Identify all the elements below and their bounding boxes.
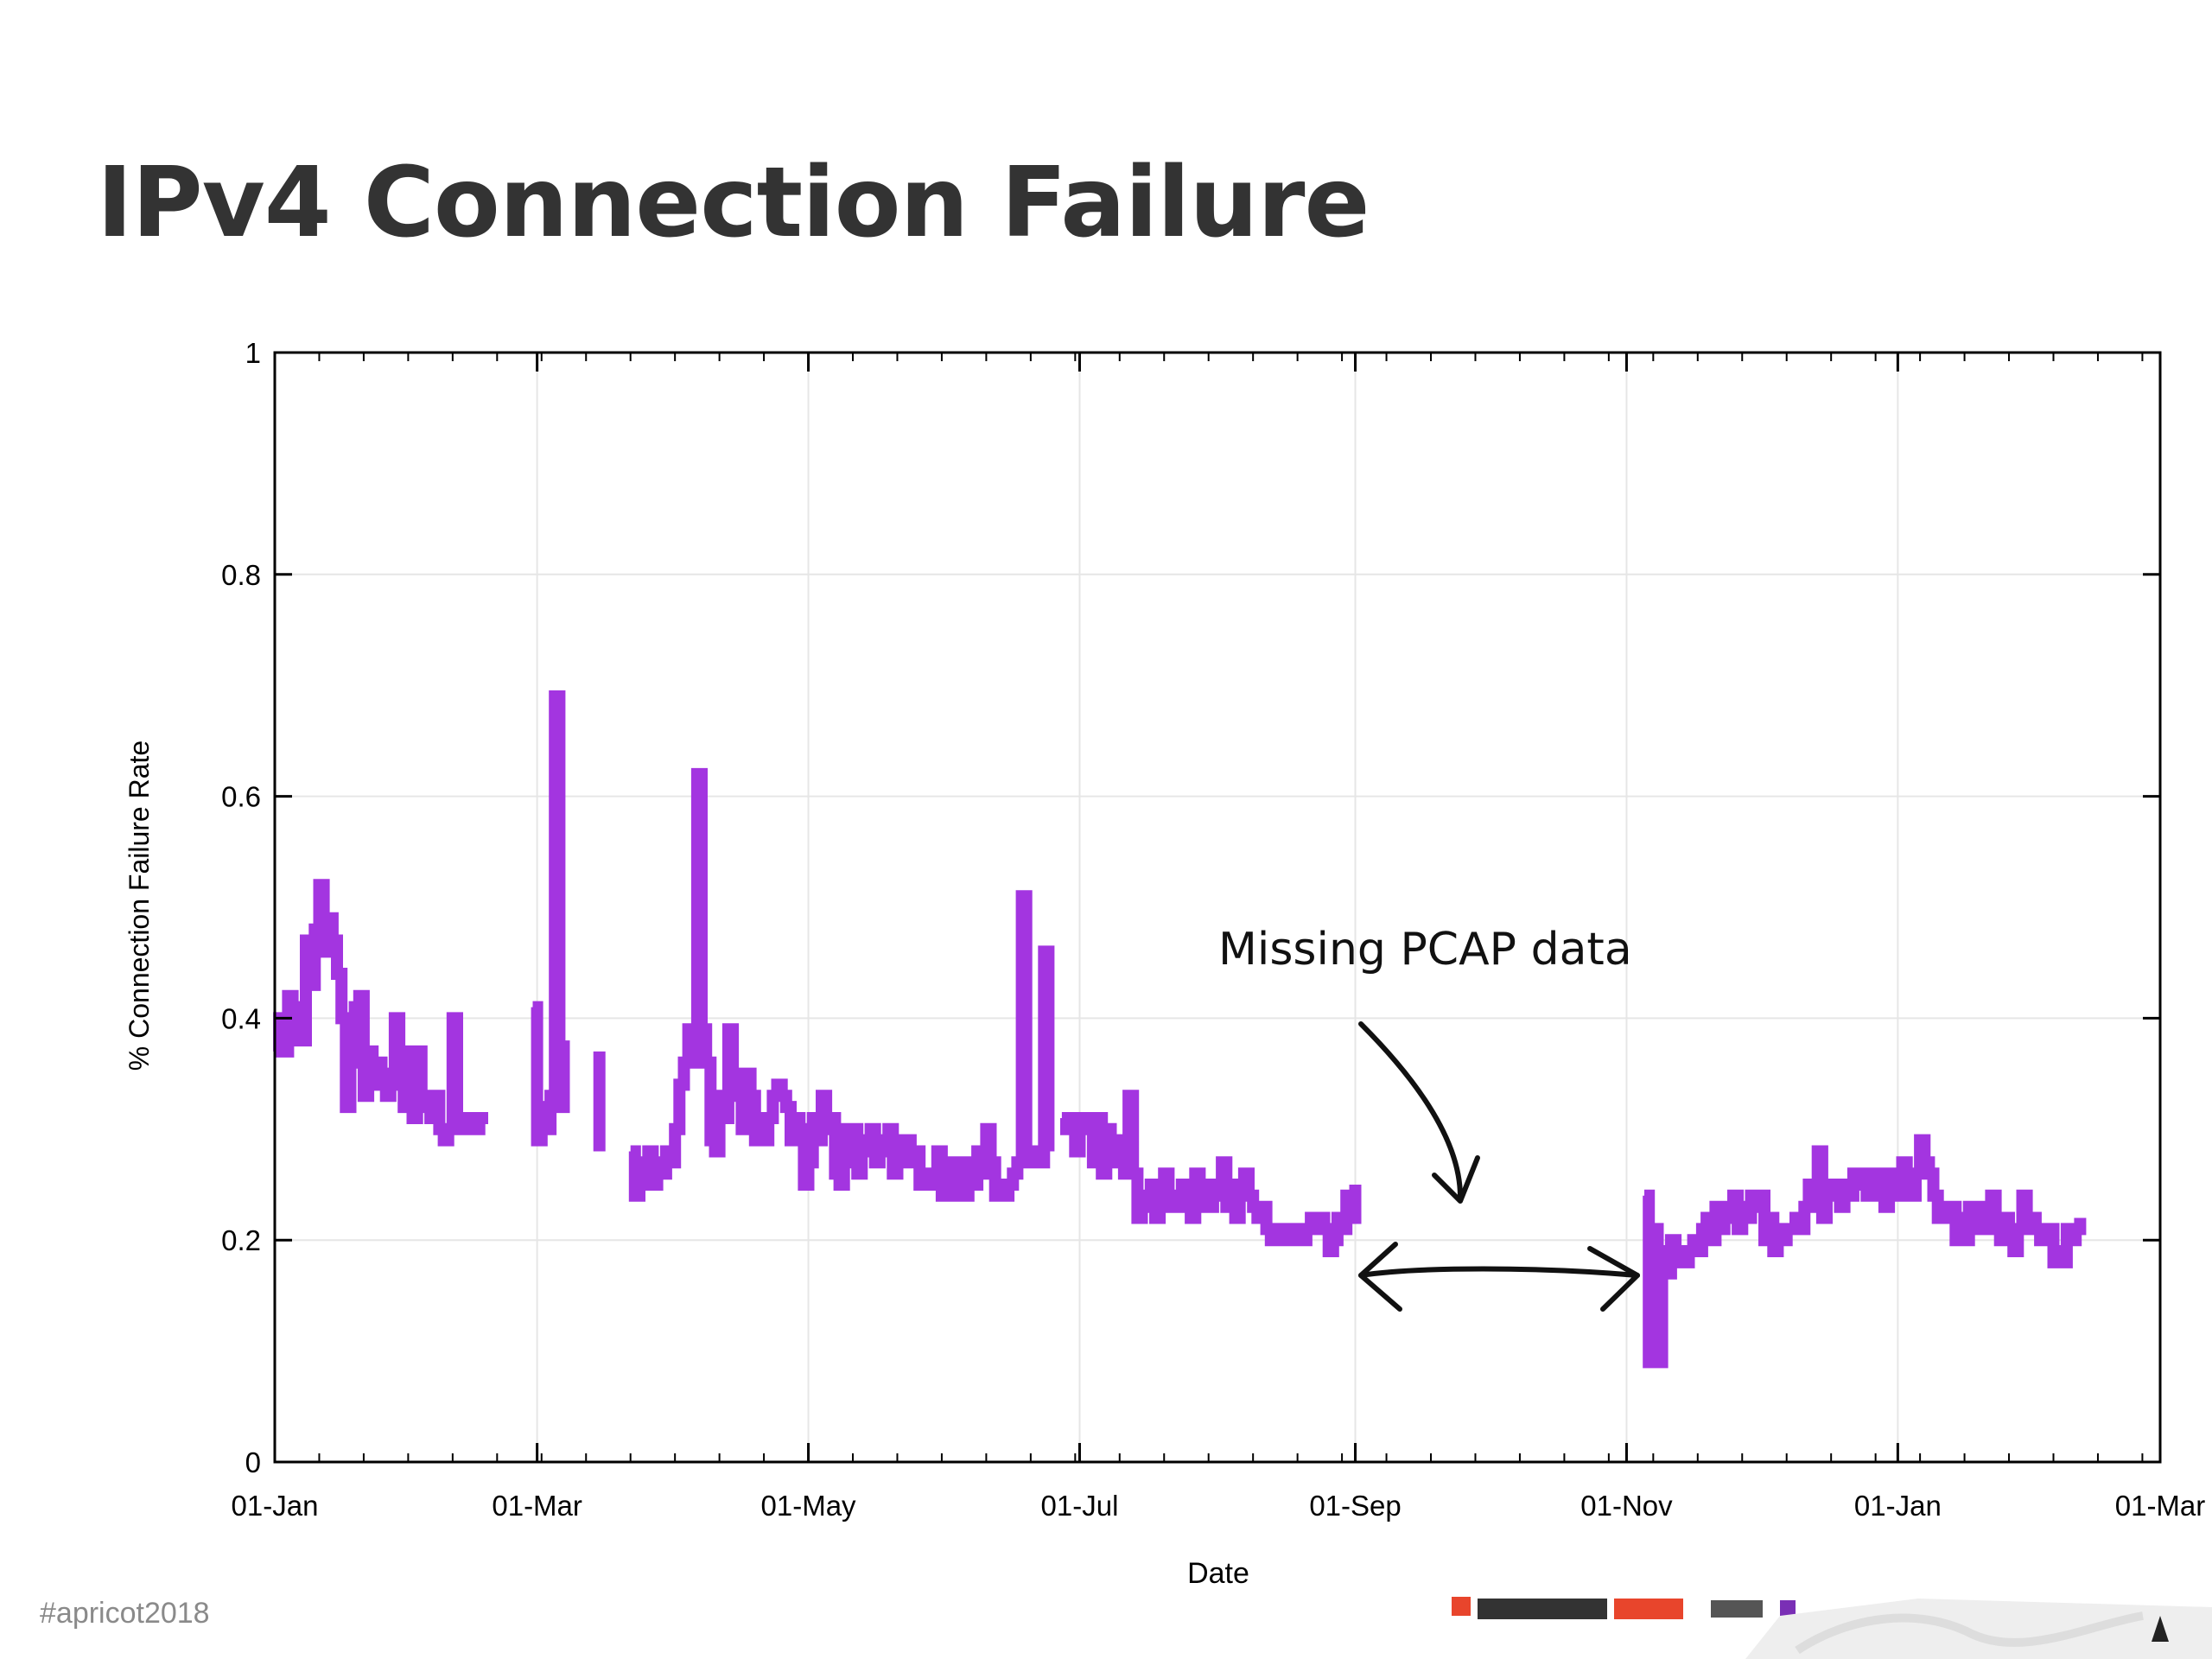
failure-rate-line — [531, 690, 570, 1147]
x-tick-label: 01-May — [761, 1490, 857, 1522]
y-tick-label: 1 — [245, 337, 261, 369]
failure-rate-line — [1060, 1090, 1362, 1257]
x-tick-label: 01-Jan — [1854, 1490, 1942, 1522]
y-axis-label: % Connection Failure Rate — [124, 741, 155, 1071]
y-tick-label: 0.8 — [221, 559, 261, 591]
x-axis-label: Date — [1187, 1557, 1249, 1590]
slide-title: IPv4 Connection Failure — [97, 147, 1370, 259]
annotation-double-arrow-left-head — [1358, 1242, 1402, 1312]
grid-lines — [274, 352, 2161, 1463]
x-tick-label: 01-Sep — [1309, 1490, 1401, 1522]
annotation-arrow-down-head — [1432, 1155, 1480, 1204]
y-tick-label: 0 — [245, 1446, 261, 1478]
x-tick-label: 01-Nov — [1580, 1490, 1673, 1522]
axes: 0 0.2 0.4 0.6 0.8 1 01-Jan 01-Mar 01-May 01-Jul 01… — [221, 337, 2205, 1522]
footer-logo — [1452, 1597, 1796, 1619]
footer-hashtag: #apricot2018 — [40, 1597, 210, 1630]
annotation-double-arrow-right-head — [1587, 1246, 1640, 1312]
annotation-arrow-down — [1358, 1021, 1463, 1199]
footer-watermark — [1745, 1599, 2212, 1659]
failure-rate-line — [273, 879, 488, 1147]
annotation-missing-pcap: Missing PCAP data — [1218, 924, 1632, 976]
annotation-double-arrow — [1358, 1266, 1640, 1278]
y-tick-label: 0.2 — [221, 1224, 261, 1256]
failure-rate-line — [628, 767, 1055, 1202]
x-tick-label: 01-Jul — [1041, 1490, 1119, 1522]
x-tick-label: 01-Mar — [2115, 1490, 2206, 1522]
failure-rate-line — [1643, 1134, 2087, 1369]
annotation-layer: Missing PCAP data — [1218, 924, 1640, 1312]
x-tick-label: 01-Jan — [232, 1490, 319, 1522]
plot-frame — [273, 351, 2162, 1464]
y-tick-label: 0.6 — [221, 781, 261, 813]
y-tick-label: 0.4 — [221, 1002, 261, 1034]
series-layer — [273, 690, 2087, 1369]
x-tick-label: 01-Mar — [492, 1490, 582, 1522]
